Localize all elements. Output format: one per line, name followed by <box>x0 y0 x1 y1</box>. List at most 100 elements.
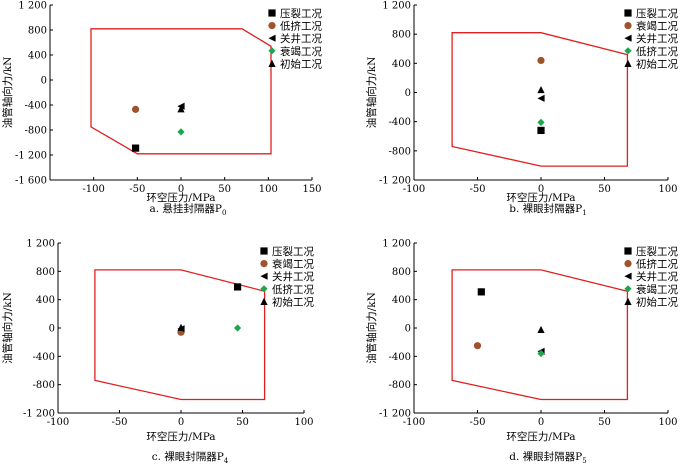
chart-panel-4: -1 200 -800 -400 0 400 800 1 200 -100 -50 0 50 100 压… <box>365 239 678 466</box>
legend-marker <box>268 34 276 42</box>
x-tick-label: 50 <box>598 417 611 428</box>
data-point-diamond <box>177 128 185 136</box>
x-tick-label: -100 <box>82 184 104 195</box>
y-tick-label: 1 200 <box>382 239 411 250</box>
data-point-tri-left <box>537 94 545 102</box>
legend-label: 初始工况 <box>272 295 314 308</box>
data-point-circle <box>473 342 482 350</box>
legend-marker <box>268 9 276 17</box>
legend-label: 压裂工况 <box>280 7 322 20</box>
legend-label: 低挤工况 <box>272 283 314 296</box>
chart-panel-1: -1 600 -1 200 -800 -400 0 400 800 1 200 -100 -50 0… <box>1 1 322 218</box>
y-tick-label: 0 <box>41 76 47 87</box>
x-tick-label: -100 <box>403 417 425 428</box>
caption-text: b. 裸眼封隔器P <box>509 202 582 215</box>
x-tick-label: 100 <box>294 417 313 428</box>
legend-marker <box>260 297 268 305</box>
chart-panel-3: -1 200 -800 -400 0 400 800 1 200 -100 -50 0 50 100 压… <box>1 239 314 466</box>
y-tick-label: 0 <box>405 88 411 99</box>
legend-marker <box>624 47 632 55</box>
data-point-tri-up <box>537 85 545 94</box>
data-point-square <box>233 283 242 291</box>
data-point-square <box>537 126 545 135</box>
legend-marker <box>260 260 268 268</box>
x-tick-label: 50 <box>598 184 611 195</box>
legend-marker <box>624 297 632 305</box>
data-point-tri-up <box>537 325 545 334</box>
legend-label: 关井工况 <box>636 270 678 283</box>
y-axis-label: 油管轴向力/kN <box>1 57 14 129</box>
caption-subscript: 1 <box>582 209 586 217</box>
y-tick-label: -400 <box>33 352 55 363</box>
data-point-diamond <box>537 118 545 126</box>
x-tick-label: 100 <box>658 184 677 195</box>
safety-envelope <box>451 269 629 401</box>
legend-label: 低挤工况 <box>280 20 322 33</box>
x-tick-label: -100 <box>47 417 69 428</box>
legend-marker <box>624 59 632 67</box>
y-tick-label: -400 <box>389 352 411 363</box>
y-tick-label: -1 200 <box>379 409 411 420</box>
panel-caption: c. 裸眼封隔器P4 <box>152 450 229 465</box>
y-tick-label: 400 <box>392 59 411 70</box>
data-point-square <box>477 288 485 296</box>
safety-envelope <box>90 28 272 155</box>
legend-label: 衰竭工况 <box>272 258 314 271</box>
x-tick-label: 100 <box>259 184 278 195</box>
y-tick-label: 800 <box>36 267 55 278</box>
legend-marker <box>624 260 632 268</box>
x-tick-label: 50 <box>236 417 249 428</box>
caption-subscript: 0 <box>222 209 226 217</box>
y-tick-label: -1 600 <box>15 176 47 187</box>
x-tick-label: 0 <box>178 184 184 195</box>
legend-marker <box>624 247 632 255</box>
legend-label: 初始工况 <box>280 57 322 70</box>
legend-marker <box>624 285 632 293</box>
y-tick-label: 1 200 <box>382 1 411 12</box>
x-tick-label: -50 <box>469 184 485 195</box>
panel-caption: d. 裸眼封隔器P5 <box>509 450 586 465</box>
y-tick-label: -400 <box>25 101 47 112</box>
y-tick-label: -800 <box>389 380 411 391</box>
data-point-square <box>131 144 140 152</box>
legend-label: 压裂工况 <box>636 245 678 258</box>
legend-marker <box>260 247 268 255</box>
legend-label: 压裂工况 <box>636 7 678 20</box>
x-tick-label: -50 <box>469 417 485 428</box>
legend-label: 压裂工况 <box>272 245 314 258</box>
legend-marker <box>268 22 276 30</box>
y-tick-label: -1 200 <box>23 409 55 420</box>
legend-marker <box>624 272 632 280</box>
legend-label: 初始工况 <box>636 295 678 308</box>
data-point-tri-up <box>177 105 185 113</box>
y-tick-label: 400 <box>28 51 47 62</box>
y-tick-label: -1 200 <box>15 151 47 162</box>
x-axis-label: 环空压力/MPa <box>506 191 575 204</box>
caption-subscript: 4 <box>224 457 229 465</box>
legend-marker <box>268 47 276 55</box>
x-axis-label: 环空压力/MPa <box>146 430 215 443</box>
y-tick-label: -800 <box>389 146 411 157</box>
x-tick-label: -50 <box>129 184 145 195</box>
legend-label: 关井工况 <box>272 270 314 283</box>
y-tick-label: -800 <box>33 380 55 391</box>
x-tick-label: 50 <box>218 184 231 195</box>
data-point-circle <box>131 105 140 113</box>
safety-envelope <box>94 269 266 401</box>
y-tick-label: 400 <box>392 295 411 306</box>
y-axis-label: 油管轴向力/kN <box>1 292 14 364</box>
legend-label: 低挤工况 <box>636 45 678 58</box>
x-tick-label: 150 <box>302 184 321 195</box>
caption-subscript: 5 <box>582 457 586 465</box>
panel-caption: b. 裸眼封隔器P1 <box>509 202 586 217</box>
panel-caption: a. 悬挂封隔器P0 <box>150 202 227 217</box>
legend-label: 低挤工况 <box>636 258 678 271</box>
y-axis-label: 油管轴向力/kN <box>365 57 378 129</box>
y-tick-label: 800 <box>392 267 411 278</box>
y-tick-label: 800 <box>392 30 411 41</box>
x-tick-label: 0 <box>178 417 184 428</box>
x-axis-label: 环空压力/MPa <box>146 191 215 204</box>
data-point-diamond <box>233 324 242 332</box>
y-tick-label: 1 200 <box>18 1 47 12</box>
